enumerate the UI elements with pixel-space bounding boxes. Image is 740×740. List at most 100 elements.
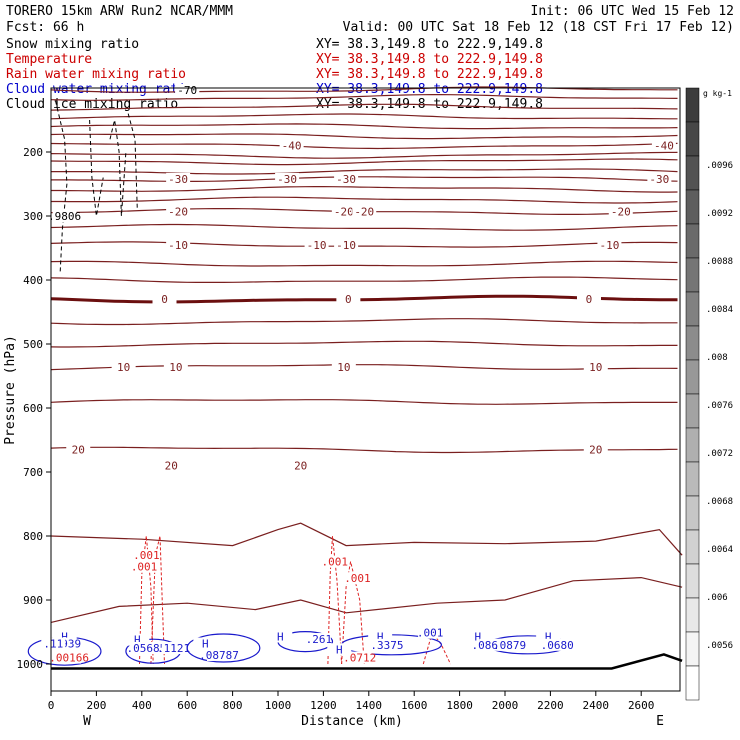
temperature-contour-line [50,260,678,267]
colorbar-tick-label: .0092 [706,209,733,219]
temperature-label: -30 [336,173,356,186]
snow-label-bg [175,83,200,96]
temperature-label-bg [334,238,359,251]
temperature-label: 0 [161,293,168,306]
temperature-label-bg [334,172,359,185]
cloud-water-label: H [545,630,552,643]
cloud-water-label: .0680 [541,639,574,652]
cloud-water-label: H [134,634,141,647]
colorbar-tick-label: .0096 [706,161,733,171]
cloud-water-label: H [377,630,384,643]
snow-contour-line [127,113,138,210]
x-tick-label: 200 [86,699,106,712]
temperature-label: -20 [354,206,374,219]
legend-label: Temperature [6,52,92,67]
colorbar-swatch [685,121,700,157]
temperature-label: 10 [169,361,182,374]
temperature-label-bg [583,443,608,456]
snow-label: -70 [177,84,197,97]
x-tick-label: 1600 [401,699,428,712]
colorbar-tick-label: .0064 [706,545,733,555]
temperature-label-bg [163,361,188,374]
temperature-label-bg [304,238,329,251]
cloud-water-label-bg [497,638,522,651]
colorbar-swatch [685,291,700,327]
temperature-contour-line [50,103,678,111]
x-axis-title: Distance (km) [301,714,403,729]
temperature-label: 20 [589,444,602,457]
temperature-label-bg [159,459,184,472]
temperature-label: 0 [345,293,352,306]
colorbar-swatch [685,155,700,191]
x-tick-label: 1400 [356,699,383,712]
x-tick-label: 0 [48,699,55,712]
temperature-label-bg [336,293,361,306]
temperature-label-bg [166,172,191,185]
temperature-label-bg [331,205,356,218]
y-tick-label: 900 [23,594,43,607]
cloud-water-label: .0879 [493,639,526,652]
colorbar-tick-label: .008 [706,353,728,363]
y-tick-label: 400 [23,274,43,287]
cloud-water-contour [186,633,261,663]
snow-contour-line [55,100,68,274]
temperature-label-bg [608,205,633,218]
legend: Snow mixing ratio XY= 38.3,149.8 to 222.… [6,37,543,112]
temperature-label: -30 [168,173,188,186]
plot-frame [50,87,681,692]
x-tick-label: 2600 [628,699,655,712]
temperature-label: -40 [282,140,302,153]
valid-time: Valid: 00 UTC Sat 18 Feb 12 (18 CST Fri … [343,20,734,35]
temperature-contour-line [50,151,678,159]
forecast-hour: Fcst: 66 h [6,20,84,35]
temperature-contour-line [50,241,678,248]
cloud-water-label: H [336,643,343,656]
legend-xy: XY= 38.3,149.8 to 222.9,149.8 [316,67,543,82]
contour-labels: -70-40-40-30-30-30-30-20-20-20-20-10-10-… [41,83,676,665]
cloud-water-label: H [277,630,284,643]
temperature-label: -30 [277,173,297,186]
snow-contour-line [109,119,127,217]
init-time: Init: 06 UTC Wed 15 Feb 12 [531,4,735,19]
temperature-contour-line [51,186,678,193]
rain-contour-line [327,535,343,665]
rain-label: .0712 [343,652,376,665]
colorbar-swatch [685,495,700,531]
temperature-contour-line [50,113,678,120]
temperature-contour-line [50,446,678,454]
colorbar-tick-label: .0056 [706,641,733,651]
temperature-label: -10 [336,239,356,252]
rain-label-bg [322,555,347,568]
rain-label: .001 [322,556,349,569]
temperature-label: 20 [72,444,85,457]
x-tick-label: 1200 [310,699,337,712]
temperature-label-bg [352,205,377,218]
temperature-contour-line [50,276,678,283]
temperature-label-bg [583,361,608,374]
cloud-water-label-bg [545,638,570,651]
temperature-label: -10 [307,239,327,252]
temperature-contour-line [50,399,678,405]
cloud-water-label-bg [206,649,231,662]
temperature-label-bg [288,459,313,472]
cloud-water-label-bg [193,637,218,650]
y-tick-label: 800 [23,530,43,543]
x-tick-label: 2000 [492,699,519,712]
cloud-water-label: .08787 [199,649,239,662]
temperature-label: 10 [589,361,602,374]
cloud-water-label-bg [418,626,443,639]
colorbar-swatch [685,223,700,259]
temperature-contour-line [50,223,678,231]
cloud-water-label-bg [161,642,186,654]
temperature-label-bg [152,293,177,306]
temperature-contour-line [51,168,678,175]
y-tick-label: 700 [23,466,43,479]
temperature-contour-line [50,94,678,101]
x-tick-label: 2200 [537,699,564,712]
snow-label: .9806 [48,210,81,223]
temperature-label: -10 [168,239,188,252]
cloud-water-label-bg [41,637,66,650]
temperature-label: -10 [599,239,619,252]
colorbar-swatch [685,529,700,565]
